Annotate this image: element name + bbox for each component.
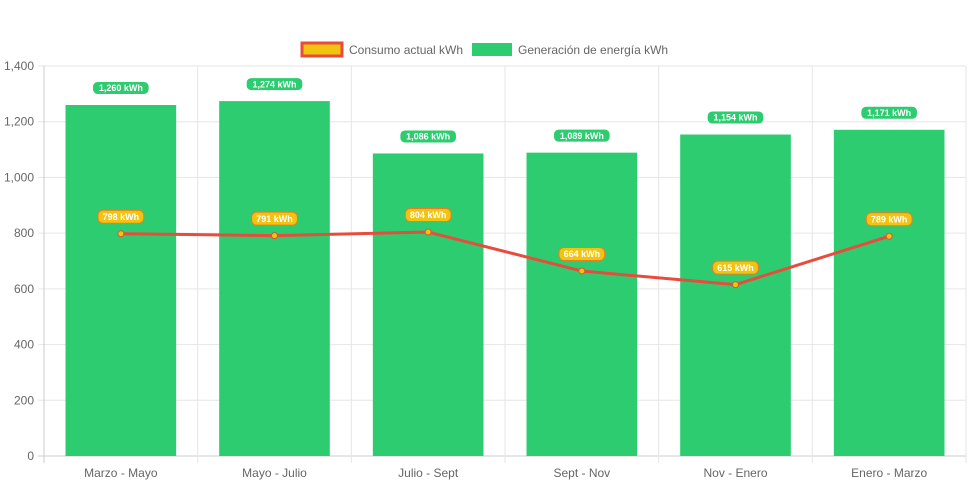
data-label-badge xyxy=(558,247,606,262)
point-consumo[interactable] xyxy=(424,228,432,236)
data-label: 1,274 kWh xyxy=(252,79,296,89)
x-tick-label: Enero - Marzo xyxy=(851,466,927,480)
legend-item-consumo[interactable]: Consumo actual kWh xyxy=(300,41,463,58)
legend-item-generacion[interactable]: Generación de energía kWh xyxy=(472,43,668,57)
bar-generacion[interactable] xyxy=(372,153,484,456)
data-label: 1,171 kWh xyxy=(867,108,911,118)
x-tick-label: Sept - Nov xyxy=(553,466,610,480)
data-label: 1,089 kWh xyxy=(560,131,604,141)
data-label: 1,260 kWh xyxy=(99,83,143,93)
data-label-badge xyxy=(97,209,145,224)
x-tick-label: Marzo - Mayo xyxy=(84,466,158,480)
data-label-badge xyxy=(860,105,918,120)
y-tick-label: 1,400 xyxy=(4,59,34,73)
bar-generacion[interactable] xyxy=(219,101,330,456)
y-tick-label: 800 xyxy=(14,226,34,240)
data-label-badge xyxy=(706,110,765,125)
point-consumo[interactable] xyxy=(117,230,125,238)
y-tick-label: 1,200 xyxy=(4,115,34,129)
x-tick-label: Nov - Enero xyxy=(703,466,767,480)
y-tick-label: 400 xyxy=(14,338,34,352)
data-label-badge xyxy=(553,128,611,143)
data-label: 791 kWh xyxy=(256,214,293,224)
x-tick-label: Julio - Sept xyxy=(398,466,459,480)
data-label: 804 kWh xyxy=(410,210,447,220)
bar-generacion[interactable] xyxy=(526,152,638,456)
data-label-badge xyxy=(399,129,457,144)
y-tick-label: 200 xyxy=(14,393,34,407)
legend-label-consumo: Consumo actual kWh xyxy=(349,43,463,57)
data-label-badge xyxy=(712,260,759,275)
data-label: 798 kWh xyxy=(103,212,140,222)
data-label-badge xyxy=(251,211,298,226)
bar-generacion[interactable] xyxy=(833,129,945,457)
point-consumo[interactable] xyxy=(578,267,586,275)
legend-label-generacion: Generación de energía kWh xyxy=(518,43,668,57)
data-label: 1,086 kWh xyxy=(406,132,450,142)
y-tick-label: 1,000 xyxy=(4,170,34,184)
line-consumo xyxy=(120,230,890,287)
data-label: 1,154 kWh xyxy=(713,113,757,123)
bar-generacion[interactable] xyxy=(65,105,177,456)
x-tick-label: Mayo - Julio xyxy=(242,466,307,480)
point-consumo[interactable] xyxy=(885,232,893,240)
bar-generacion[interactable] xyxy=(680,134,791,456)
y-tick-label: 600 xyxy=(14,282,34,296)
legend: Consumo actual kWh Generación de energía… xyxy=(300,41,668,58)
data-label: 789 kWh xyxy=(871,214,908,224)
data-label: 615 kWh xyxy=(717,263,754,273)
legend-swatch-generacion xyxy=(472,43,512,56)
data-label-badge xyxy=(404,208,452,223)
point-consumo[interactable] xyxy=(271,232,278,240)
data-label-badge xyxy=(92,81,150,95)
point-consumo[interactable] xyxy=(732,281,739,289)
legend-swatch-consumo xyxy=(300,41,344,58)
data-label: 664 kWh xyxy=(564,249,601,259)
y-tick-label: 0 xyxy=(27,449,34,463)
data-label-badge xyxy=(245,77,304,92)
data-label-badge xyxy=(865,212,913,227)
